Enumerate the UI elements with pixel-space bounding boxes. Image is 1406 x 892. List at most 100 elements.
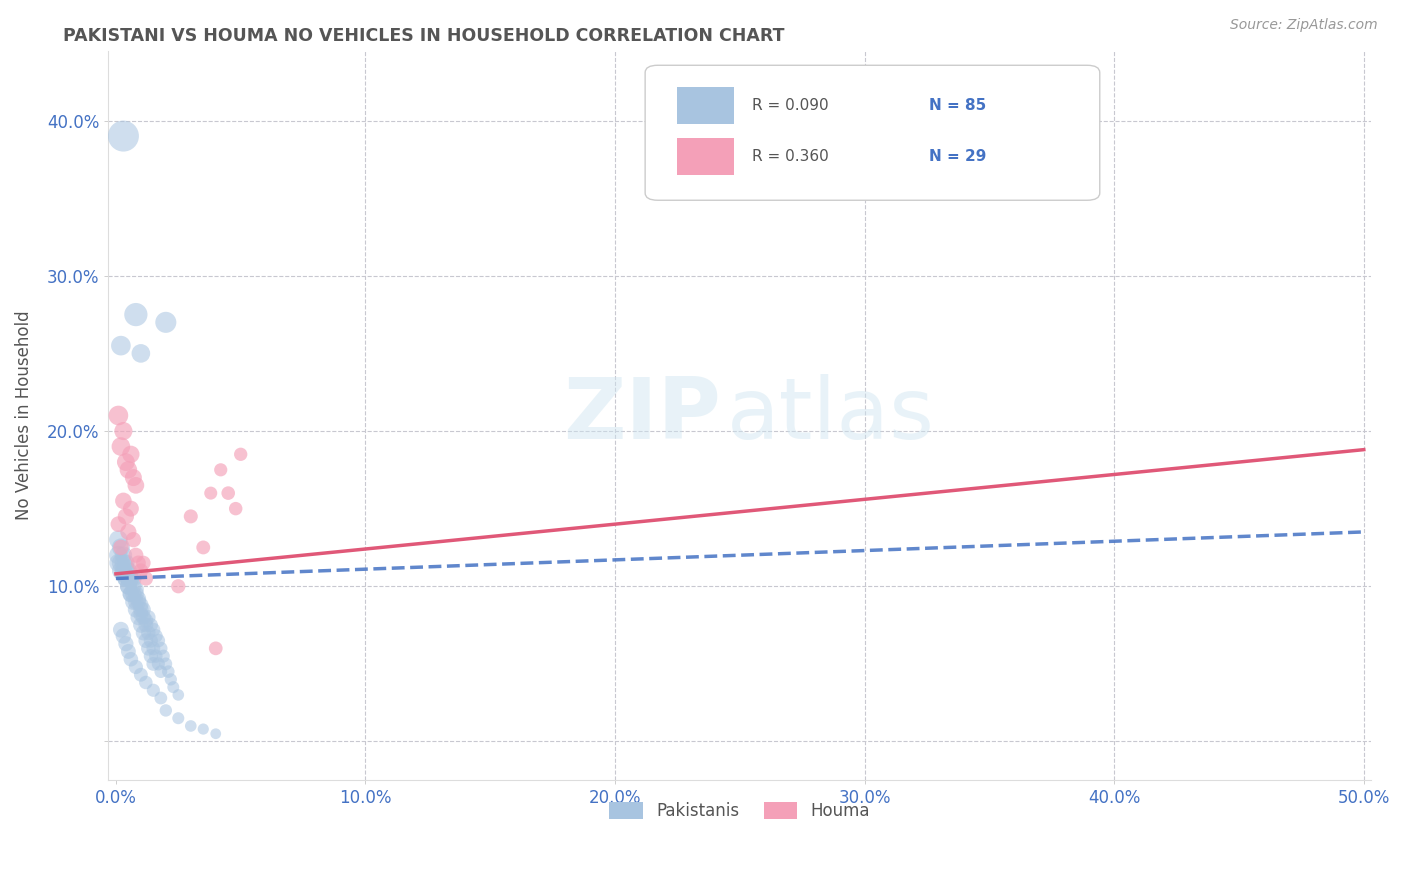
Point bbox=[115, 556, 138, 570]
Point bbox=[117, 579, 139, 593]
Point bbox=[120, 572, 142, 586]
Point bbox=[159, 673, 181, 687]
Point bbox=[127, 610, 149, 624]
Point bbox=[125, 587, 148, 601]
Text: R = 0.090: R = 0.090 bbox=[752, 98, 830, 113]
Point bbox=[148, 657, 170, 671]
Point bbox=[120, 652, 142, 666]
Point bbox=[135, 633, 157, 648]
Point bbox=[125, 548, 148, 562]
Point bbox=[138, 625, 160, 640]
Point bbox=[117, 564, 139, 578]
Point bbox=[200, 486, 222, 500]
Point bbox=[122, 595, 145, 609]
Point bbox=[125, 595, 148, 609]
Point bbox=[110, 440, 132, 454]
Point bbox=[122, 470, 145, 484]
Point bbox=[149, 665, 172, 679]
Point bbox=[132, 556, 155, 570]
Point bbox=[122, 572, 145, 586]
Point bbox=[125, 308, 148, 322]
Point bbox=[125, 602, 148, 616]
Point bbox=[125, 478, 148, 492]
Point bbox=[112, 629, 135, 643]
FancyBboxPatch shape bbox=[676, 138, 734, 175]
Point bbox=[122, 533, 145, 547]
Point bbox=[127, 595, 149, 609]
Point bbox=[149, 691, 172, 706]
Point bbox=[120, 501, 142, 516]
Point bbox=[112, 424, 135, 438]
Point bbox=[120, 572, 142, 586]
Point bbox=[112, 494, 135, 508]
Point bbox=[217, 486, 239, 500]
Point bbox=[139, 649, 162, 664]
Point bbox=[112, 556, 135, 570]
Point bbox=[138, 641, 160, 656]
Point bbox=[132, 602, 155, 616]
Point bbox=[115, 572, 138, 586]
Point bbox=[129, 607, 152, 622]
Point bbox=[110, 623, 132, 637]
Point bbox=[180, 509, 202, 524]
Legend: Pakistanis, Houma: Pakistanis, Houma bbox=[603, 795, 877, 827]
Point bbox=[138, 610, 160, 624]
Point bbox=[110, 556, 132, 570]
Point bbox=[193, 541, 215, 555]
Point bbox=[115, 560, 138, 574]
Point bbox=[112, 566, 135, 581]
Point bbox=[129, 618, 152, 632]
Point bbox=[145, 629, 167, 643]
Text: atlas: atlas bbox=[727, 374, 935, 457]
Point bbox=[110, 541, 132, 555]
Point bbox=[122, 587, 145, 601]
Y-axis label: No Vehicles in Household: No Vehicles in Household bbox=[15, 310, 32, 520]
Point bbox=[127, 591, 149, 606]
Point bbox=[132, 610, 155, 624]
Point bbox=[117, 566, 139, 581]
Point bbox=[115, 572, 138, 586]
Point bbox=[149, 641, 172, 656]
Point bbox=[167, 688, 190, 702]
Point bbox=[139, 618, 162, 632]
Point bbox=[139, 633, 162, 648]
Point bbox=[120, 447, 142, 461]
Point bbox=[117, 524, 139, 539]
Point bbox=[204, 727, 226, 741]
Point bbox=[129, 667, 152, 681]
Point bbox=[142, 683, 165, 698]
Point bbox=[155, 315, 177, 329]
Point bbox=[129, 346, 152, 360]
Point bbox=[117, 579, 139, 593]
Point bbox=[107, 533, 129, 547]
Point bbox=[155, 703, 177, 717]
Point bbox=[112, 129, 135, 144]
Point bbox=[112, 564, 135, 578]
Point bbox=[115, 637, 138, 651]
Point bbox=[209, 463, 232, 477]
Point bbox=[115, 455, 138, 469]
Point bbox=[142, 641, 165, 656]
Point bbox=[204, 641, 226, 656]
Point bbox=[135, 618, 157, 632]
Point bbox=[117, 572, 139, 586]
Point bbox=[135, 572, 157, 586]
Point bbox=[117, 644, 139, 658]
Point bbox=[107, 556, 129, 570]
Point bbox=[145, 649, 167, 664]
FancyBboxPatch shape bbox=[676, 87, 734, 124]
Point bbox=[122, 579, 145, 593]
Point bbox=[167, 579, 190, 593]
Point bbox=[157, 665, 180, 679]
Text: Source: ZipAtlas.com: Source: ZipAtlas.com bbox=[1230, 18, 1378, 32]
Point bbox=[225, 501, 247, 516]
Point bbox=[127, 556, 149, 570]
Text: PAKISTANI VS HOUMA NO VEHICLES IN HOUSEHOLD CORRELATION CHART: PAKISTANI VS HOUMA NO VEHICLES IN HOUSEH… bbox=[63, 27, 785, 45]
Point bbox=[162, 680, 184, 694]
FancyBboxPatch shape bbox=[645, 65, 1099, 200]
Point bbox=[135, 675, 157, 690]
Point bbox=[115, 509, 138, 524]
Point bbox=[125, 660, 148, 674]
Text: ZIP: ZIP bbox=[564, 374, 721, 457]
Point bbox=[112, 548, 135, 562]
